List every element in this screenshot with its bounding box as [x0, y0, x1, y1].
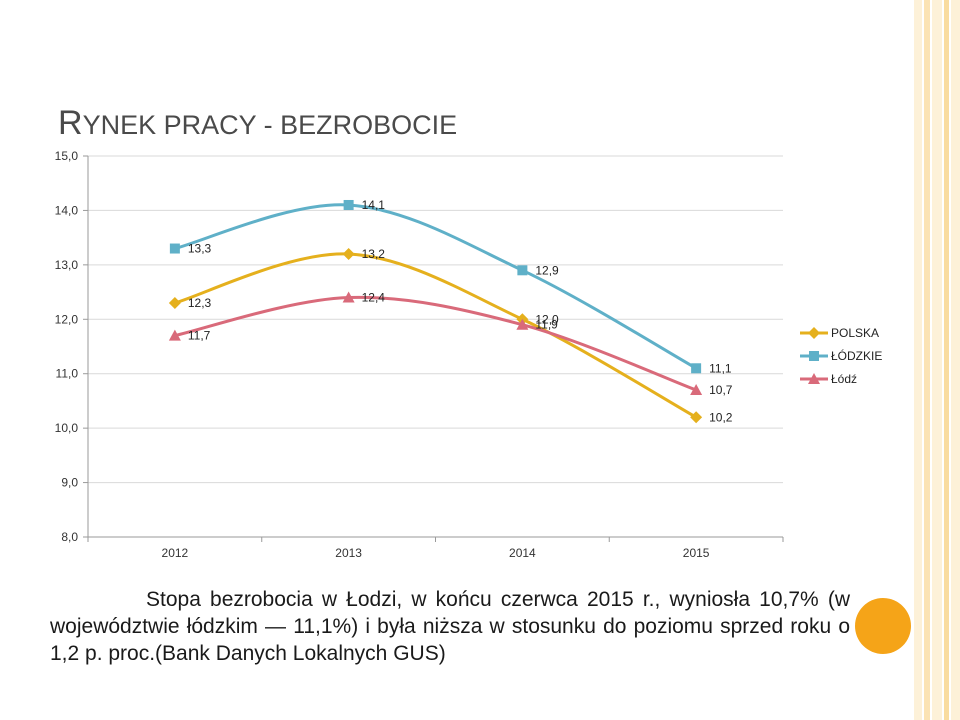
series-line [174, 203, 697, 370]
y-tick-label: 11,0 [56, 367, 79, 381]
data-label: 14,1 [362, 198, 386, 212]
y-tick-label: 13,0 [55, 258, 79, 272]
y-tick-label: 14,0 [55, 203, 79, 217]
x-tick-label: 2015 [683, 546, 710, 560]
chart-series-lines [174, 203, 697, 419]
data-label: 11,7 [188, 329, 211, 343]
data-point [342, 247, 355, 260]
data-point [343, 199, 354, 210]
legend-marker [808, 373, 820, 384]
caption-text: Stopa bezrobocia w Łodzi, w końcu czerwc… [50, 588, 850, 665]
data-label: 12,3 [188, 296, 212, 310]
legend-label: POLSKA [831, 326, 879, 340]
legend-marker [809, 351, 819, 361]
legend-marker [808, 327, 820, 339]
data-point [517, 265, 528, 276]
title-initial: R [58, 104, 83, 142]
data-point [516, 318, 529, 330]
title-rest: YNEK PRACY - BEZROBOCIE [82, 110, 458, 140]
legend-label: Łódź [831, 372, 857, 386]
x-tick-label: 2013 [335, 546, 362, 560]
series-line [174, 252, 697, 419]
x-tick-label: 2014 [509, 546, 536, 560]
y-tick-label: 15,0 [55, 149, 79, 163]
data-point [691, 363, 702, 374]
chart-axes: 15,0 14,0 13,0 12,0 11,0 10,0 9,0 8,0 2012 2013 20… [55, 149, 784, 560]
y-tick-label: 10,0 [55, 421, 79, 435]
y-tick-label: 9,0 [61, 476, 78, 490]
y-tick-label: 8,0 [61, 530, 78, 544]
chart-legend: POLSKA ŁÓDZKIE Łódź [800, 326, 882, 386]
data-label: 12,4 [362, 291, 386, 305]
data-label: 11,1 [709, 361, 732, 375]
chart-data-labels: 12,3 13,2 12,0 10,2 13,3 14,1 12,9 11,1 11,7 12,4… [188, 198, 733, 424]
y-tick-label: 12,0 [55, 312, 79, 326]
data-label: 12,0 [535, 312, 559, 326]
legend-label: ŁÓDZKIE [831, 348, 882, 363]
series-line [174, 295, 697, 392]
data-point [168, 296, 181, 309]
decorative-stripes [914, 0, 960, 720]
data-point [168, 329, 181, 341]
caption: Stopa bezrobocia w Łodzi, w końcu czerwc… [50, 586, 850, 667]
data-point [342, 291, 355, 303]
data-label: 11,9 [535, 318, 558, 332]
data-label: 10,7 [709, 383, 733, 397]
chart-markers [168, 199, 703, 424]
x-tick-label: 2012 [162, 546, 189, 560]
decorative-dot [855, 598, 911, 654]
data-point [169, 243, 180, 254]
data-label: 13,2 [362, 247, 386, 261]
data-point [690, 384, 703, 396]
page-title: RYNEK PRACY - BEZROBOCIE [58, 104, 457, 143]
unemployment-line-chart: 15,0 14,0 13,0 12,0 11,0 10,0 9,0 8,0 2012 2013 20… [55, 149, 883, 560]
data-label: 10,2 [709, 410, 733, 424]
data-label: 13,3 [188, 242, 212, 256]
data-label: 12,9 [535, 263, 559, 277]
data-point [690, 411, 703, 424]
